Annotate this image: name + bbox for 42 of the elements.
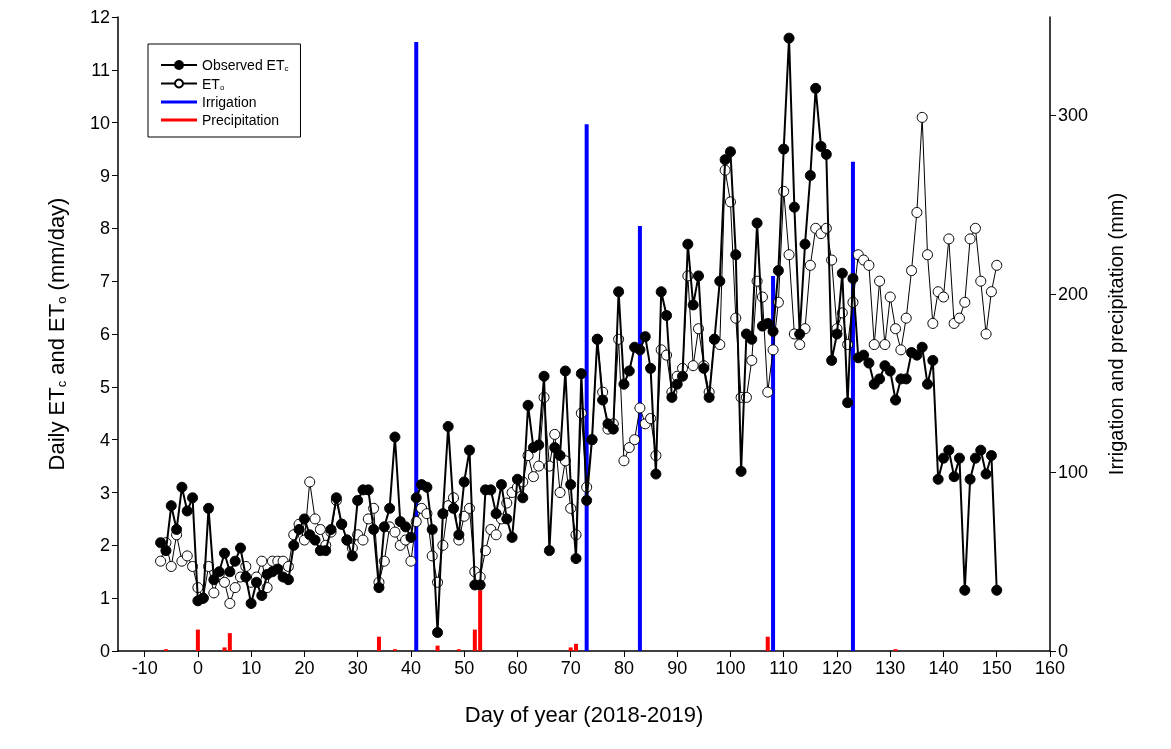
x-tick-label: 10 — [241, 658, 262, 678]
x-tick-label: 150 — [981, 658, 1012, 678]
y-tick-label: 5 — [99, 376, 110, 397]
y2-tick-label: 0 — [1058, 641, 1069, 661]
x-tick-label: 50 — [454, 658, 475, 678]
x-tick-label: 40 — [400, 658, 421, 678]
x-axis-title: Day of year (2018-2019) — [464, 701, 704, 727]
x-tick-label: 160 — [1034, 658, 1066, 678]
y-tick-label: 9 — [99, 165, 110, 186]
legend-label: Precipitation — [202, 112, 280, 128]
y-tick-label: 11 — [91, 59, 110, 80]
x-tick-label: 60 — [507, 658, 528, 678]
x-tick-label: 100 — [715, 658, 746, 678]
y-tick-label: 4 — [99, 429, 110, 450]
x-tick-label: -10 — [131, 658, 158, 678]
y2-tick-label: 100 — [1058, 462, 1089, 483]
legend-label: ETo — [202, 75, 225, 92]
y-tick-label: 12 — [89, 7, 110, 27]
y-tick-label: 1 — [99, 588, 110, 609]
x-tick-label: 20 — [294, 658, 315, 678]
x-tick-label: 0 — [192, 658, 203, 678]
x-tick-label: 30 — [347, 658, 368, 678]
x-tick-label: 140 — [928, 658, 959, 678]
legend-label: Observed ETc — [202, 57, 289, 73]
y-tick-label: 2 — [99, 535, 110, 556]
y-tick-label: 7 — [99, 271, 110, 292]
y2-axis-title: Irrigation and precipitation (mm) — [1105, 192, 1127, 476]
y2-tick-label: 200 — [1058, 283, 1089, 304]
x-tick-label: 130 — [875, 658, 906, 678]
legend-label: Irrigation — [202, 94, 257, 110]
y-tick-label: 3 — [99, 482, 110, 503]
y-tick-label: 0 — [99, 641, 110, 661]
y2-tick-label: 300 — [1058, 105, 1089, 126]
y-tick-label: 6 — [99, 324, 110, 344]
y-axis-title: Daily ETc and ETo (mm/day) — [43, 197, 69, 471]
x-tick-label: 70 — [560, 658, 581, 678]
x-tick-label: 80 — [613, 658, 634, 678]
y-tick-label: 10 — [89, 112, 110, 133]
x-tick-label: 120 — [821, 658, 852, 678]
x-tick-label: 110 — [769, 658, 799, 678]
y-tick-label: 8 — [99, 218, 110, 239]
x-tick-label: 90 — [667, 658, 688, 678]
